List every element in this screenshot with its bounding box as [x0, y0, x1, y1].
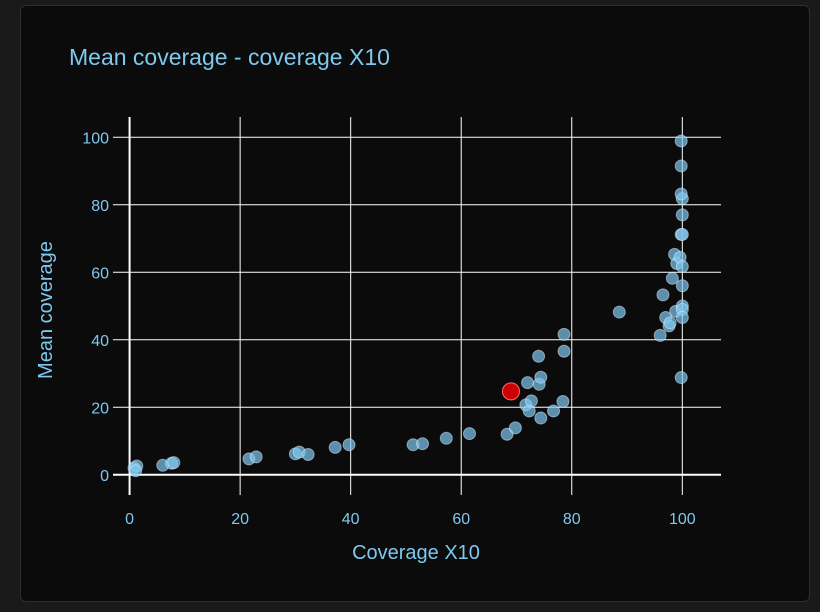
- data-point[interactable]: [674, 134, 688, 148]
- y-tick-label: 80: [91, 198, 109, 215]
- x-tick-label: 0: [125, 511, 134, 528]
- data-point[interactable]: [612, 305, 626, 319]
- data-point[interactable]: [674, 187, 688, 201]
- data-point[interactable]: [508, 421, 522, 435]
- data-point[interactable]: [521, 376, 535, 390]
- x-tick-label: 80: [563, 511, 581, 528]
- data-point[interactable]: [249, 450, 263, 464]
- data-point[interactable]: [167, 456, 181, 470]
- x-tick-label: 20: [231, 511, 249, 528]
- data-point[interactable]: [534, 411, 548, 425]
- data-point[interactable]: [675, 279, 689, 293]
- x-tick-label: 60: [452, 511, 470, 528]
- axes: [113, 117, 721, 495]
- data-point[interactable]: [534, 370, 548, 384]
- data-points: [127, 134, 689, 478]
- data-point[interactable]: [328, 440, 342, 454]
- data-point[interactable]: [524, 394, 538, 408]
- data-point[interactable]: [342, 438, 356, 452]
- data-point[interactable]: [674, 371, 688, 385]
- data-point[interactable]: [532, 349, 546, 363]
- x-axis-label: Coverage X10: [352, 542, 480, 564]
- grid-lines: [113, 117, 721, 495]
- data-point[interactable]: [463, 427, 477, 441]
- data-point[interactable]: [416, 437, 430, 451]
- data-point[interactable]: [675, 310, 689, 324]
- data-point[interactable]: [439, 431, 453, 445]
- data-point[interactable]: [674, 159, 688, 173]
- y-axis-label: Mean coverage: [35, 241, 57, 379]
- y-tick-label: 40: [91, 333, 109, 350]
- y-tick-label: 100: [82, 130, 109, 147]
- data-point[interactable]: [675, 260, 689, 274]
- tick-labels: 0 20 40 60 80 100 0 20 40 60 80 100: [82, 130, 695, 528]
- x-tick-label: 40: [342, 511, 360, 528]
- highlighted-point[interactable]: [501, 382, 520, 401]
- data-point[interactable]: [556, 395, 570, 409]
- y-tick-label: 20: [91, 400, 109, 417]
- data-point[interactable]: [557, 327, 571, 341]
- data-point[interactable]: [557, 344, 571, 358]
- y-tick-label: 60: [91, 265, 109, 282]
- data-point[interactable]: [663, 316, 677, 330]
- data-point[interactable]: [129, 464, 143, 478]
- data-point[interactable]: [301, 448, 315, 461]
- data-point[interactable]: [665, 271, 679, 285]
- data-point[interactable]: [675, 208, 689, 222]
- data-point[interactable]: [547, 404, 561, 418]
- data-point[interactable]: [656, 288, 670, 302]
- data-point[interactable]: [675, 227, 689, 241]
- chart-title: Mean coverage - coverage X10: [69, 44, 390, 70]
- data-point[interactable]: [653, 328, 667, 342]
- x-tick-label: 100: [669, 511, 696, 528]
- y-tick-label: 0: [100, 468, 109, 485]
